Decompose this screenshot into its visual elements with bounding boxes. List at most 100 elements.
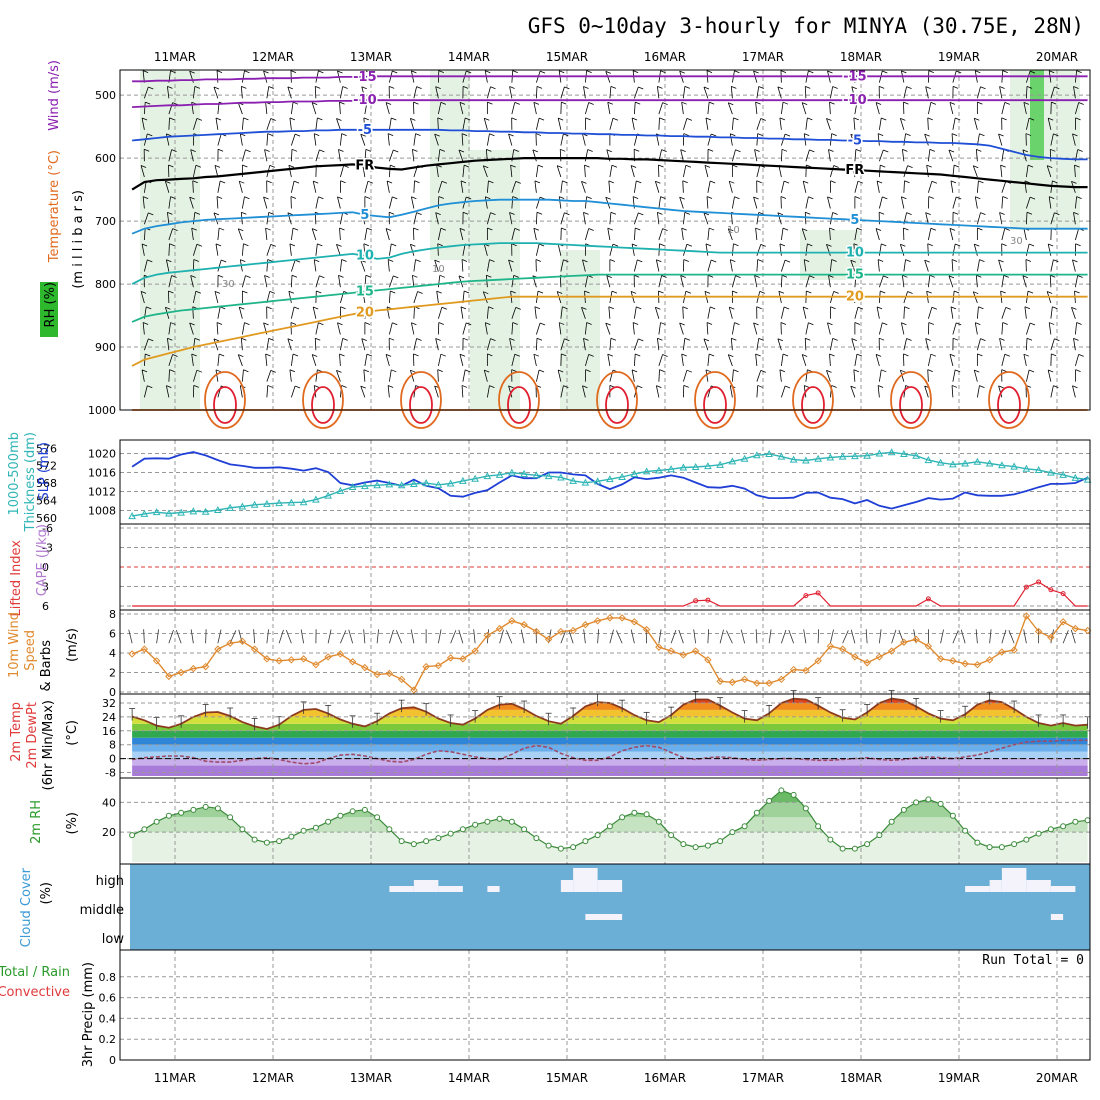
wind-barb xyxy=(878,369,882,382)
wind-barb-flag xyxy=(605,70,611,74)
wind-barb-flag xyxy=(363,369,369,373)
wind-barb xyxy=(339,228,341,241)
wind-barb-flag xyxy=(856,353,863,357)
wind-barb-flag xyxy=(244,322,250,325)
wind-barb xyxy=(1073,212,1076,225)
run-total: Run Total = 0 xyxy=(982,953,1084,968)
wind-barb-flag xyxy=(586,322,592,325)
wind-barb xyxy=(779,117,782,130)
wind-barb-flag xyxy=(1050,274,1056,278)
wind-barb-flag xyxy=(850,133,856,137)
wind-barb-flag xyxy=(336,118,342,121)
wind-barb-flag xyxy=(463,164,470,168)
wind-barb-flag xyxy=(238,228,244,232)
wind-barb-flag xyxy=(829,353,835,357)
wind-barb-flag xyxy=(1028,243,1035,247)
wind-barb-flag xyxy=(318,70,324,74)
rh-point xyxy=(447,830,454,837)
wind-barb xyxy=(658,322,661,335)
wind-barb xyxy=(239,385,243,398)
rh-point xyxy=(619,814,626,821)
wind-barb xyxy=(633,180,637,193)
wind-barb-flag xyxy=(608,306,614,310)
wind-barb xyxy=(557,369,562,382)
wind-barb xyxy=(584,102,590,115)
wind-barb xyxy=(192,180,194,193)
wind-barb-flag xyxy=(583,337,589,341)
wind-barb-flag xyxy=(779,117,786,121)
wind-barb-flag xyxy=(805,85,811,89)
wind-barb-flag xyxy=(632,322,639,325)
thickness-point xyxy=(630,469,639,477)
isotherm-FR xyxy=(131,157,1088,191)
rh-point xyxy=(496,815,503,822)
axis-tick-label: 8 xyxy=(109,739,116,752)
wind-barb xyxy=(682,306,684,319)
wind-barb-flag xyxy=(1004,102,1010,105)
surface-wind-barb xyxy=(520,629,525,644)
thickness-point xyxy=(287,498,296,506)
wind-barb xyxy=(266,86,270,99)
wind-barb-flag xyxy=(508,133,514,137)
wind-barb-flag xyxy=(780,196,787,199)
bottom-date-label: 16MAR xyxy=(644,1071,686,1085)
wind-barb xyxy=(1025,196,1031,209)
wind-barb-flag xyxy=(243,243,249,247)
wind-barb xyxy=(973,244,978,256)
wind-barb-flag xyxy=(562,180,568,184)
rh-point xyxy=(545,842,552,849)
wind-barb-flag xyxy=(684,86,690,89)
wind-barb-flag xyxy=(167,86,173,89)
wind-speed-point xyxy=(312,660,320,669)
wind-barb-flag xyxy=(166,259,172,263)
wind-barb xyxy=(878,275,884,288)
wind-barb-flag xyxy=(1001,369,1007,373)
wind-barb-flag xyxy=(1073,337,1079,341)
wind-barb xyxy=(534,306,537,319)
wind-barb-flag xyxy=(1051,101,1057,105)
wind-barb xyxy=(584,275,589,288)
wind-barb-flag xyxy=(679,70,685,74)
wind-speed-point xyxy=(397,675,406,684)
thickness-point xyxy=(422,479,430,487)
rh-contour-label: 30 xyxy=(1010,236,1023,247)
wind-barb-flag xyxy=(413,227,419,231)
warm-cell-outer xyxy=(694,371,736,429)
wind-barb xyxy=(559,149,562,162)
top-date-label: 14MAR xyxy=(448,50,490,64)
wind-barb-flag xyxy=(755,227,761,231)
thickness-point xyxy=(936,458,945,466)
wind-barb-flag xyxy=(928,70,934,73)
rh-point xyxy=(472,821,479,828)
wind-barb-flag xyxy=(978,306,984,310)
wind-barb xyxy=(435,86,439,99)
top-date-label: 18MAR xyxy=(840,50,882,64)
wind-barb-flag xyxy=(560,148,566,152)
temp-band xyxy=(132,723,1088,731)
thickness-point xyxy=(642,467,651,475)
upper-rh-label: RH (%) xyxy=(43,282,58,327)
wind-barb-flag xyxy=(168,164,174,168)
wind-speed-point xyxy=(152,657,161,665)
wind-barb-flag xyxy=(979,259,985,263)
wind-barb xyxy=(192,86,196,99)
wind-barb-flag xyxy=(217,148,224,152)
wind-barb xyxy=(167,212,170,225)
warm-cell-inner xyxy=(409,386,433,424)
surface-wind-barb xyxy=(1023,629,1027,644)
wind-barb xyxy=(315,369,318,382)
wind-speed-point xyxy=(373,670,381,679)
thickness-point xyxy=(189,507,198,515)
wind-barb-flag xyxy=(903,353,909,357)
wind-barb-flag xyxy=(581,306,587,310)
wind-barb xyxy=(805,322,809,335)
wind-barb-flag xyxy=(508,385,514,389)
wind-barb-flag xyxy=(462,211,469,215)
thickness-point xyxy=(434,480,443,488)
isotherm-20 xyxy=(131,295,1088,367)
wind-barb-flag xyxy=(783,306,790,310)
wind-barb xyxy=(584,228,590,241)
wind-barb-flag xyxy=(412,274,418,278)
wind-barb xyxy=(952,117,956,130)
wind-barb-flag xyxy=(486,274,492,278)
